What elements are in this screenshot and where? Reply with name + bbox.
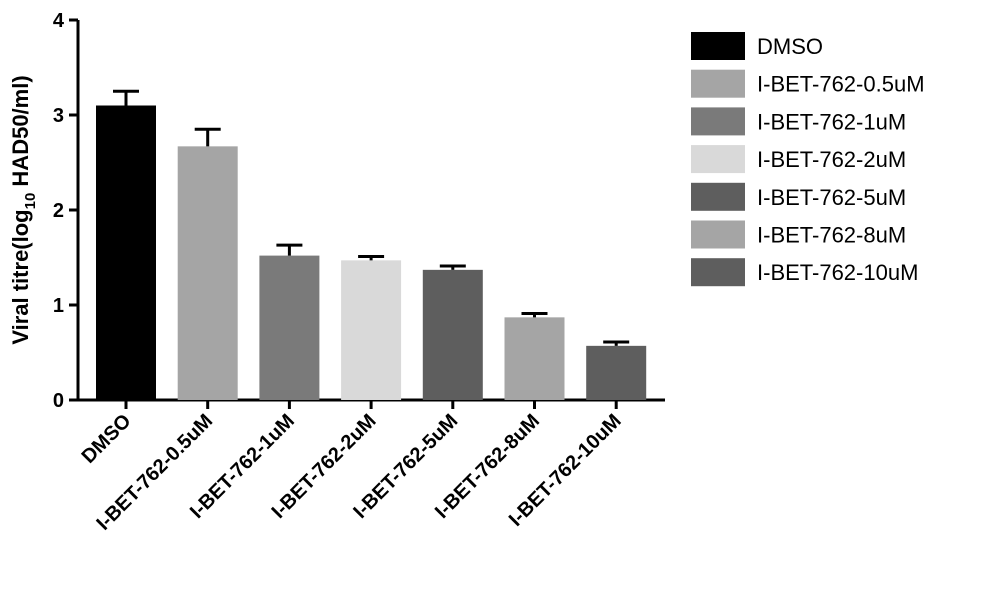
legend-label-0: DMSO: [757, 34, 823, 59]
bar-1: [177, 146, 238, 400]
legend-swatch-4: [691, 182, 745, 211]
legend-label-5: I-BET-762-8uM: [757, 223, 906, 248]
legend-label-3: I-BET-762-2uM: [757, 147, 906, 172]
bar-5: [504, 317, 565, 400]
legend-swatch-3: [691, 145, 745, 174]
y-tick-label-2: 2: [53, 200, 64, 222]
legend: DMSO I-BET-762-0.5uM I-BET-762-1uM I-BET-76…: [691, 32, 925, 287]
legend-label-1: I-BET-762-0.5uM: [757, 72, 925, 97]
bar-3: [341, 260, 402, 400]
bar-4: [422, 269, 483, 400]
y-tick-label-1: 1: [53, 295, 64, 317]
x-tick-label-0: DMSO: [78, 410, 136, 468]
legend-label-6: I-BET-762-10uM: [757, 260, 918, 285]
legend-swatch-0: [691, 32, 745, 60]
bar-6: [586, 345, 647, 400]
y-tick-label-0: 0: [53, 390, 64, 412]
bars: [96, 105, 647, 400]
y-axis-label-unit: HAD50/ml): [8, 75, 33, 192]
legend-swatch-6: [691, 258, 745, 287]
error-bars: [113, 89, 630, 346]
y-axis-label-main: Viral titre(log: [8, 209, 33, 344]
y-axis-label-subscript: 10: [22, 193, 39, 210]
y-tick-label-3: 3: [53, 105, 64, 127]
bar-2: [259, 255, 320, 400]
x-tick-labels: DMSOI-BET-762-0.5uMI-BET-762-1uMI-BET-76…: [78, 410, 626, 535]
legend-label-2: I-BET-762-1uM: [757, 109, 906, 134]
legend-swatch-2: [691, 107, 745, 136]
y-tick-label-4: 4: [53, 10, 65, 32]
legend-swatch-5: [691, 220, 745, 249]
axes: 0 1 2 3 4: [53, 10, 665, 412]
bar-0: [96, 105, 156, 400]
legend-label-4: I-BET-762-5uM: [757, 185, 906, 210]
legend-swatch-1: [691, 69, 745, 98]
y-axis-label: Viral titre(log10 HAD50/ml): [8, 75, 39, 344]
